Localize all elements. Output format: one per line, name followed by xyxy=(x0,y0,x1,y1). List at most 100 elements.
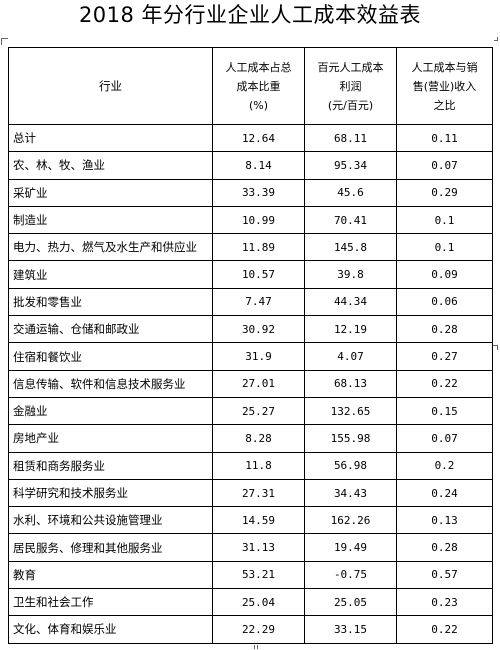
cost-revenue-ratio-cell: 0.28 xyxy=(396,533,493,562)
table-row: 教育 53.21 -0.75 0.57 xyxy=(8,560,493,590)
cost-revenue-ratio-cell: 0.11 xyxy=(396,123,493,153)
cost-revenue-ratio-cell: 0.57 xyxy=(396,560,493,590)
table-row: 批发和零售业 7.47 44.34 0.06 xyxy=(8,287,493,317)
labor-cost-share-cell: 7.47 xyxy=(212,287,305,317)
cost-benefit-table: 行业 人工成本占总 成本比重 (%) 百元人工成本 利润 (元/百元) 人工成本… xyxy=(8,47,493,644)
labor-cost-share-cell: 12.64 xyxy=(212,123,305,153)
industry-name-cell: 科学研究和技术服务业 xyxy=(8,478,213,508)
labor-cost-share-cell: 11.89 xyxy=(212,233,305,262)
industry-name-cell: 文化、体育和娱乐业 xyxy=(8,615,213,644)
cost-revenue-ratio-cell: 0.06 xyxy=(396,287,493,317)
table-row: 房地产业 8.28 155.98 0.07 xyxy=(8,424,493,453)
profit-per-hundred-cell: 95.34 xyxy=(304,151,397,180)
cost-revenue-ratio-cell: 0.24 xyxy=(396,478,493,508)
table-row: 信息传输、软件和信息技术服务业 27.01 68.13 0.22 xyxy=(8,369,493,398)
table-row: 租赁和商务服务业 11.8 56.98 0.2 xyxy=(8,451,493,480)
cost-revenue-ratio-cell: 0.13 xyxy=(396,506,493,535)
profit-per-hundred-cell: 45.6 xyxy=(304,178,397,207)
crop-mark xyxy=(493,345,498,350)
crop-mark xyxy=(250,645,255,649)
cost-revenue-ratio-cell: 0.22 xyxy=(396,369,493,398)
header-text-line: 人工成本占总 xyxy=(225,60,292,74)
labor-cost-share-cell: 30.92 xyxy=(212,315,305,344)
labor-cost-share-cell: 31.9 xyxy=(212,342,305,371)
profit-per-hundred-cell: 56.98 xyxy=(304,451,397,480)
table-row: 总计 12.64 68.11 0.11 xyxy=(8,123,493,153)
page-title: 2018 年分行业企业人工成本效益表 xyxy=(78,3,422,27)
cost-revenue-ratio-cell: 0.27 xyxy=(396,342,493,371)
industry-name-cell: 采矿业 xyxy=(8,178,213,207)
labor-cost-share-cell: 22.29 xyxy=(212,615,305,644)
cost-revenue-ratio-cell: 0.2 xyxy=(396,451,493,480)
labor-cost-share-cell: 8.28 xyxy=(212,424,305,453)
cost-benefit-table-container: 行业 人工成本占总 成本比重 (%) 百元人工成本 利润 (元/百元) 人工成本… xyxy=(8,47,493,644)
header-profit-per-hundred: 百元人工成本 利润 (元/百元) xyxy=(304,47,397,125)
labor-cost-share-cell: 14.59 xyxy=(212,506,305,535)
header-industry: 行业 xyxy=(8,47,213,125)
profit-per-hundred-cell: 33.15 xyxy=(304,615,397,644)
cost-revenue-ratio-cell: 0.15 xyxy=(396,396,493,426)
header-text-line: 人工成本与销 xyxy=(411,60,478,74)
cost-revenue-ratio-cell: 0.1 xyxy=(396,205,493,235)
header-text-line: (%) xyxy=(248,98,269,112)
header-text-line: 售(营业)收入 xyxy=(412,79,477,93)
industry-name-cell: 金融业 xyxy=(8,396,213,426)
table-row: 建筑业 10.57 39.8 0.09 xyxy=(8,260,493,289)
industry-name-cell: 教育 xyxy=(8,560,213,590)
industry-name-cell: 卫生和社会工作 xyxy=(8,588,213,617)
header-text-line: 百元人工成本 xyxy=(317,60,384,74)
labor-cost-share-cell: 31.13 xyxy=(212,533,305,562)
labor-cost-share-cell: 53.21 xyxy=(212,560,305,590)
industry-name-cell: 电力、热力、燃气及水生产和供应业 xyxy=(8,233,213,262)
labor-cost-share-cell: 25.04 xyxy=(212,588,305,617)
cost-revenue-ratio-cell: 0.22 xyxy=(396,615,493,644)
cost-revenue-ratio-cell: 0.07 xyxy=(396,151,493,180)
profit-per-hundred-cell: 145.8 xyxy=(304,233,397,262)
profit-per-hundred-cell: 25.05 xyxy=(304,588,397,617)
profit-per-hundred-cell: 39.8 xyxy=(304,260,397,289)
cost-revenue-ratio-cell: 0.23 xyxy=(396,588,493,617)
industry-name-cell: 居民服务、修理和其他服务业 xyxy=(8,533,213,562)
cost-revenue-ratio-cell: 0.1 xyxy=(396,233,493,262)
labor-cost-share-cell: 8.14 xyxy=(212,151,305,180)
industry-name-cell: 批发和零售业 xyxy=(8,287,213,317)
cost-revenue-ratio-cell: 0.28 xyxy=(396,315,493,344)
profit-per-hundred-cell: 34.43 xyxy=(304,478,397,508)
industry-name-cell: 总计 xyxy=(8,123,213,153)
profit-per-hundred-cell: 68.13 xyxy=(304,369,397,398)
table-row: 科学研究和技术服务业 27.31 34.43 0.24 xyxy=(8,478,493,508)
labor-cost-share-cell: 27.31 xyxy=(212,478,305,508)
header-text-line: 利润 xyxy=(339,79,362,93)
industry-name-cell: 建筑业 xyxy=(8,260,213,289)
profit-per-hundred-cell: 44.34 xyxy=(304,287,397,317)
labor-cost-share-cell: 11.8 xyxy=(212,451,305,480)
industry-name-cell: 制造业 xyxy=(8,205,213,235)
profit-per-hundred-cell: 12.19 xyxy=(304,315,397,344)
profit-per-hundred-cell: 132.65 xyxy=(304,396,397,426)
labor-cost-share-cell: 10.99 xyxy=(212,205,305,235)
header-text-line: (元/百元) xyxy=(327,98,374,112)
header-text-line: 成本比重 xyxy=(236,79,281,93)
cost-revenue-ratio-cell: 0.07 xyxy=(396,424,493,453)
industry-name-cell: 水利、环境和公共设施管理业 xyxy=(8,506,213,535)
profit-per-hundred-cell: 162.26 xyxy=(304,506,397,535)
table-row: 文化、体育和娱乐业 22.29 33.15 0.22 xyxy=(8,615,493,644)
cost-revenue-ratio-cell: 0.09 xyxy=(396,260,493,289)
header-cost-revenue-ratio: 人工成本与销 售(营业)收入 之比 xyxy=(396,47,493,125)
industry-name-cell: 交通运输、仓储和邮政业 xyxy=(8,315,213,344)
table-row: 金融业 25.27 132.65 0.15 xyxy=(8,396,493,426)
industry-name-cell: 租赁和商务服务业 xyxy=(8,451,213,480)
industry-name-cell: 房地产业 xyxy=(8,424,213,453)
table-row: 采矿业 33.39 45.6 0.29 xyxy=(8,178,493,207)
table-row: 住宿和餐饮业 31.9 4.07 0.27 xyxy=(8,342,493,371)
labor-cost-share-cell: 25.27 xyxy=(212,396,305,426)
header-text-line: 之比 xyxy=(433,98,456,112)
table-row: 农、林、牧、渔业 8.14 95.34 0.07 xyxy=(8,151,493,180)
crop-mark xyxy=(1,38,8,45)
table-header-row: 行业 人工成本占总 成本比重 (%) 百元人工成本 利润 (元/百元) 人工成本… xyxy=(8,47,493,125)
table-row: 电力、热力、燃气及水生产和供应业 11.89 145.8 0.1 xyxy=(8,233,493,262)
profit-per-hundred-cell: 19.49 xyxy=(304,533,397,562)
header-industry-label: 行业 xyxy=(99,79,122,93)
profit-per-hundred-cell: 70.41 xyxy=(304,205,397,235)
table-row: 交通运输、仓储和邮政业 30.92 12.19 0.28 xyxy=(8,315,493,344)
